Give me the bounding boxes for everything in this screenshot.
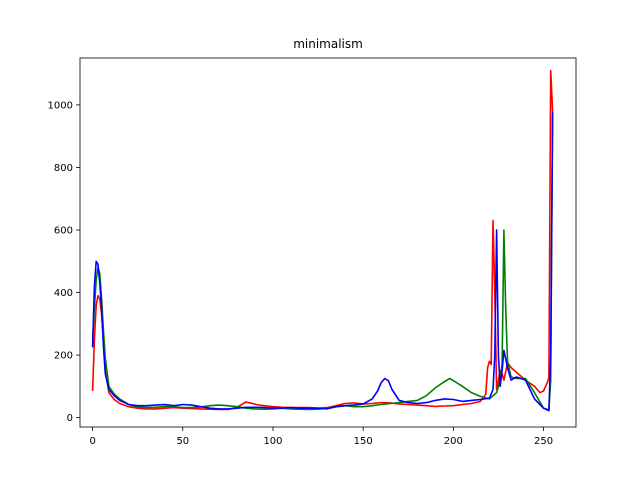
y-tick-label: 200 [54,351,73,362]
y-tick-label: 600 [54,225,73,236]
chart-title: minimalism [293,37,363,51]
x-tick-label: 0 [89,436,95,447]
x-tick-label: 100 [263,436,282,447]
x-tick-label: 250 [534,436,553,447]
axes: 0 50 100 150 200 250 0 200 400 600 800 1000 [48,57,577,447]
y-tick-label: 800 [54,163,73,174]
x-tick-label: 150 [354,436,373,447]
y-tick-label: 0 [67,413,73,424]
plot-area [91,69,554,412]
x-tick-label: 50 [176,436,189,447]
axes-frame [79,57,577,428]
y-tick-label: 400 [54,288,73,299]
series-line-2 [91,111,554,412]
x-tick-label: 200 [444,436,463,447]
series-line-0 [91,69,554,411]
series-line-1 [91,114,554,411]
y-tick-label: 1000 [48,100,73,111]
